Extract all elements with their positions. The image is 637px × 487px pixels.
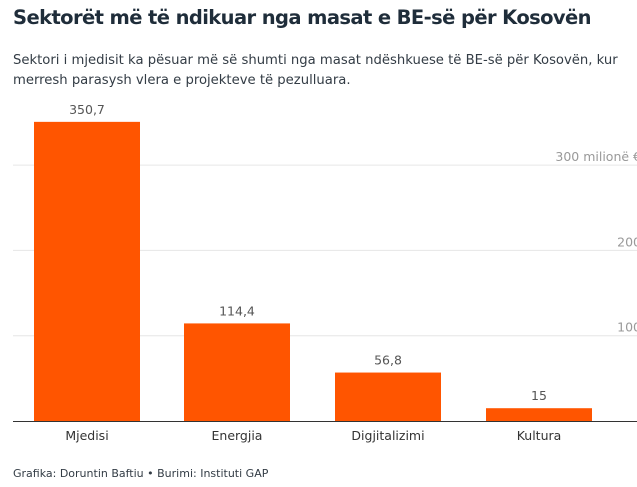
bar-digjitalizimi xyxy=(335,372,441,421)
y-axis-tick-labels: 100 200 300 milionë € xyxy=(555,149,637,335)
category-label-mjedisi: Mjedisi xyxy=(65,428,108,443)
data-label-mjedisi: 350,7 xyxy=(69,102,105,117)
bar-mjedisi xyxy=(34,121,140,421)
bar-chart: 100 200 300 milionë € 350,7 114,4 56,8 15 Mje… xyxy=(13,102,637,443)
data-label-kultura: 15 xyxy=(531,388,547,403)
data-label-digjitalizimi: 56,8 xyxy=(374,353,402,368)
x-axis-category-labels: Mjedisi Energjia Digjitalizimi Kultura xyxy=(65,428,561,443)
chart-credit: Grafika: Doruntin Baftiu • Burimi: Insti… xyxy=(13,467,269,480)
category-label-energjia: Energjia xyxy=(212,428,263,443)
bar-kultura xyxy=(486,408,592,421)
category-label-digjitalizimi: Digjitalizimi xyxy=(351,428,424,443)
y-tick-label-200: 200 xyxy=(617,234,637,249)
data-label-energjia: 114,4 xyxy=(219,303,255,318)
chart-subtitle: Sektori i mjedisit ka pësuar më së shumt… xyxy=(13,53,618,88)
data-labels: 350,7 114,4 56,8 15 xyxy=(69,102,547,403)
chart-title: Sektorët më të ndikuar nga masat e BE-së… xyxy=(13,6,592,29)
bars xyxy=(34,121,592,421)
y-tick-label-100: 100 xyxy=(617,320,637,335)
bar-energjia xyxy=(184,323,290,421)
category-label-kultura: Kultura xyxy=(517,428,562,443)
y-tick-label-300: 300 milionë € xyxy=(555,149,637,164)
